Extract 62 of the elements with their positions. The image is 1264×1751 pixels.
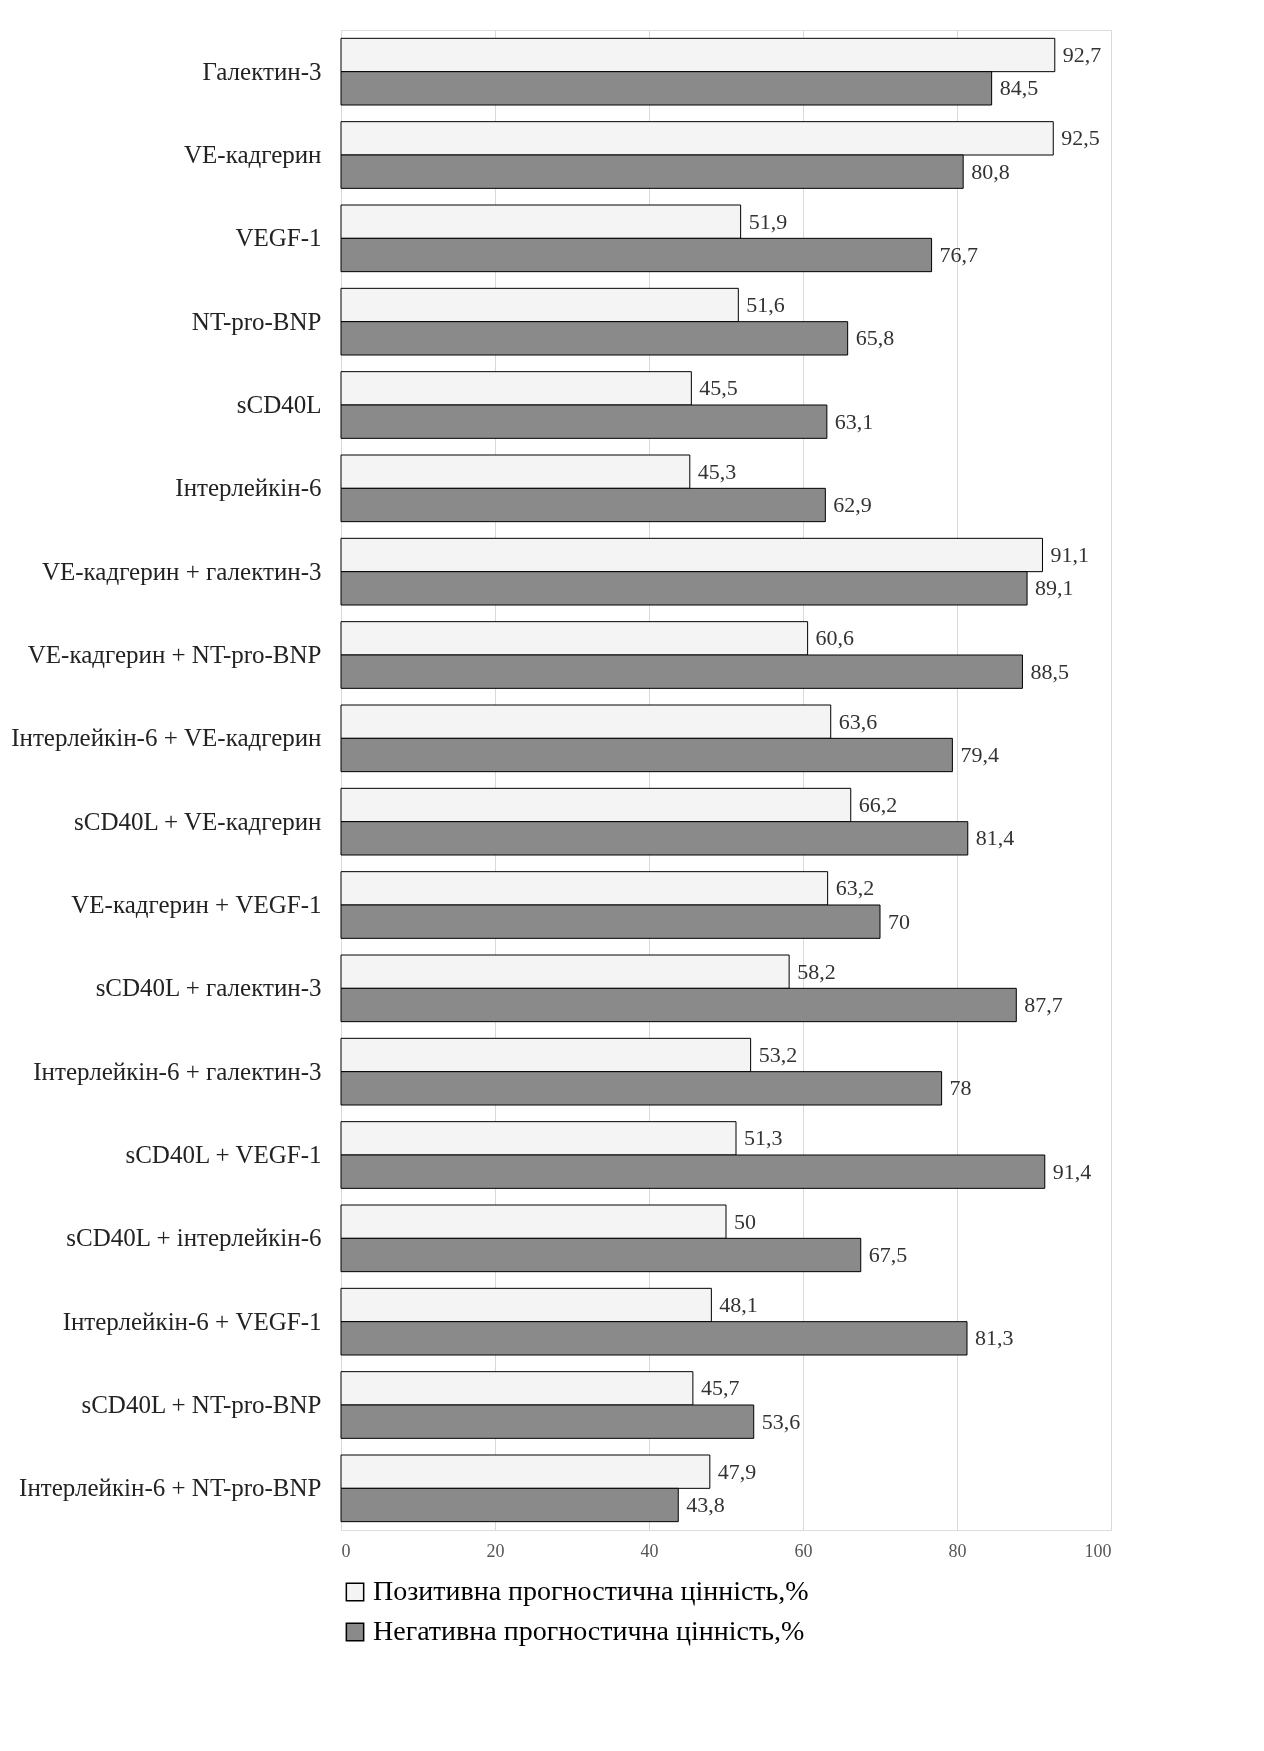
data-label: 53,2 <box>758 1042 798 1067</box>
x-tick-label: 20 <box>486 1540 505 1561</box>
data-label: 66,2 <box>858 792 898 817</box>
data-label: 79,4 <box>960 742 999 767</box>
data-label: 91,4 <box>1052 1158 1092 1184</box>
y-tick-label: Інтерлейкін-6 <box>175 474 322 502</box>
y-tick-label: sCD40L + інтерлейкін-6 <box>66 1224 322 1252</box>
data-label: 45,3 <box>697 458 737 484</box>
x-tick-label: 40 <box>640 1540 659 1561</box>
data-label: 89,1 <box>1035 575 1074 601</box>
data-label: 62,9 <box>833 492 872 517</box>
data-label: 88,5 <box>1030 658 1069 684</box>
data-label: 70 <box>888 908 910 934</box>
y-tick-label: Інтерлейкін-6 + VEGF-1 <box>62 1307 322 1335</box>
data-label: 43,8 <box>686 1492 725 1517</box>
data-label: 53,6 <box>761 1408 801 1434</box>
data-label: 50 <box>734 1208 756 1234</box>
y-tick-label: sCD40L + VEGF-1 <box>125 1141 322 1168</box>
y-tick-label: sCD40L + галектин-3 <box>95 974 322 1002</box>
data-label: 80,8 <box>971 158 1010 184</box>
y-tick-label: Галектин-3 <box>202 57 322 85</box>
x-tick-label: 0 <box>341 1540 351 1561</box>
data-label: 48,1 <box>719 1292 758 1317</box>
y-tick-label: Інтерлейкін-6 + галектин-3 <box>33 1057 322 1085</box>
y-tick-label: Інтерлейкін-6 + VE-кадгерин <box>11 724 322 752</box>
y-tick-label: sCD40L + NT-pro-BNP <box>81 1391 322 1418</box>
data-label: 60,6 <box>815 625 855 651</box>
data-label: 81,3 <box>975 1325 1014 1351</box>
data-label: 63,2 <box>835 875 875 901</box>
y-tick-label: NT-pro-BNP <box>191 307 322 335</box>
y-tick-label: VEGF-1 <box>235 224 322 252</box>
data-label: 63,1 <box>834 408 874 434</box>
data-label: 76,7 <box>939 242 979 267</box>
data-label: 81,4 <box>975 825 1015 851</box>
data-label: 63,6 <box>838 708 878 734</box>
data-label: 65,8 <box>855 325 895 351</box>
data-label: 91,1 <box>1050 542 1089 567</box>
data-label: 67,5 <box>868 1242 908 1267</box>
y-tick-label: VE-кадгерин + галектин-3 <box>41 557 322 585</box>
data-label: 51,6 <box>746 292 785 317</box>
y-tick-label: Інтерлейкін-6 + NT-pro-BNP <box>19 1474 322 1502</box>
data-label: 92,5 <box>1061 125 1100 151</box>
y-tick-label: VE-кадгерин + VEGF-1 <box>71 891 322 918</box>
legend-label: Негативна прогностична цінність,% <box>373 1615 805 1646</box>
data-label: 92,7 <box>1062 42 1102 67</box>
data-label: 58,2 <box>797 958 836 984</box>
data-label: 45,7 <box>700 1375 740 1401</box>
data-label: 45,5 <box>699 375 738 401</box>
data-label: 87,7 <box>1024 992 1063 1017</box>
data-label: 84,5 <box>999 75 1039 101</box>
y-tick-label: VE-кадгерин + NT-pro-BNP <box>27 641 322 668</box>
x-tick-label: 60 <box>794 1540 813 1561</box>
y-tick-label: VE-кадгерин <box>183 141 322 168</box>
data-label: 78 <box>949 1075 972 1101</box>
x-tick-label: 80 <box>948 1540 967 1561</box>
data-label: 51,9 <box>748 208 788 234</box>
data-label: 47,9 <box>717 1458 757 1484</box>
data-label: 51,3 <box>744 1125 783 1151</box>
x-tick-label: 100 <box>1084 1540 1112 1561</box>
legend-label: Позитивна прогностична цінність,% <box>373 1575 809 1606</box>
y-tick-label: sCD40L + VE-кадгерин <box>74 807 322 835</box>
y-tick-label: sCD40L <box>236 391 322 418</box>
